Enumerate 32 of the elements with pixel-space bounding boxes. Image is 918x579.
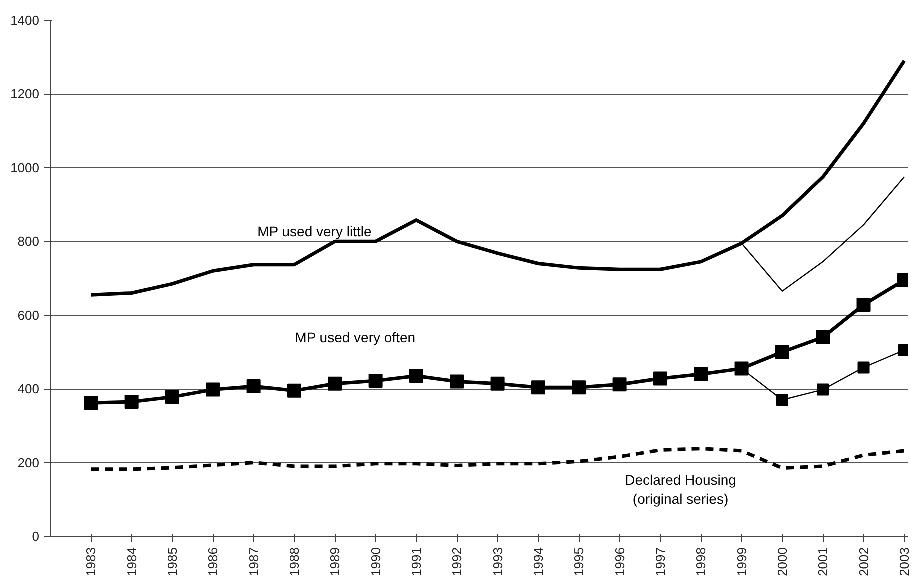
- x-tick-label: 1983: [84, 548, 99, 576]
- x-tick-label: 1987: [246, 548, 262, 576]
- x-tick-label: 1990: [368, 548, 384, 576]
- x-tick-label: 1998: [694, 548, 709, 576]
- x-tick-label: 1993: [490, 548, 506, 576]
- x-tick-label: 2003: [896, 548, 912, 576]
- y-tick-label: 200: [18, 455, 40, 470]
- x-tick-label: 1996: [612, 548, 628, 576]
- x-tick-label: 1991: [408, 548, 424, 576]
- y-tick-label: 1400: [10, 13, 40, 28]
- y-tick-label: 400: [18, 382, 40, 397]
- x-tick-label: 1994: [530, 548, 546, 576]
- x-tick-label: 1986: [206, 548, 221, 576]
- x-tick-label: 1997: [652, 548, 668, 576]
- y-tick-label: 0: [32, 529, 40, 544]
- x-tick-label: 1984: [124, 548, 140, 576]
- y-tick-label: 1000: [10, 160, 40, 176]
- x-tick-label: 2002: [856, 548, 872, 576]
- x-tick-label: 1995: [572, 548, 587, 576]
- y-tick-label: 600: [18, 308, 40, 323]
- x-tick-label: 1999: [734, 548, 750, 576]
- series-label: MP used very little: [258, 223, 372, 240]
- x-tick-label: 1988: [286, 548, 302, 576]
- x-tick-label: 2000: [774, 548, 790, 576]
- x-tick-label: 1985: [164, 548, 180, 576]
- series-label: MP used very often: [295, 329, 416, 346]
- series-label: Declared Housing (original series): [625, 472, 736, 508]
- y-tick-label: 800: [18, 234, 40, 250]
- x-tick-label: 1992: [450, 548, 465, 576]
- x-tick-label: 1989: [328, 548, 343, 576]
- y-tick-label: 1200: [10, 86, 40, 102]
- x-tick-label: 2001: [816, 548, 831, 576]
